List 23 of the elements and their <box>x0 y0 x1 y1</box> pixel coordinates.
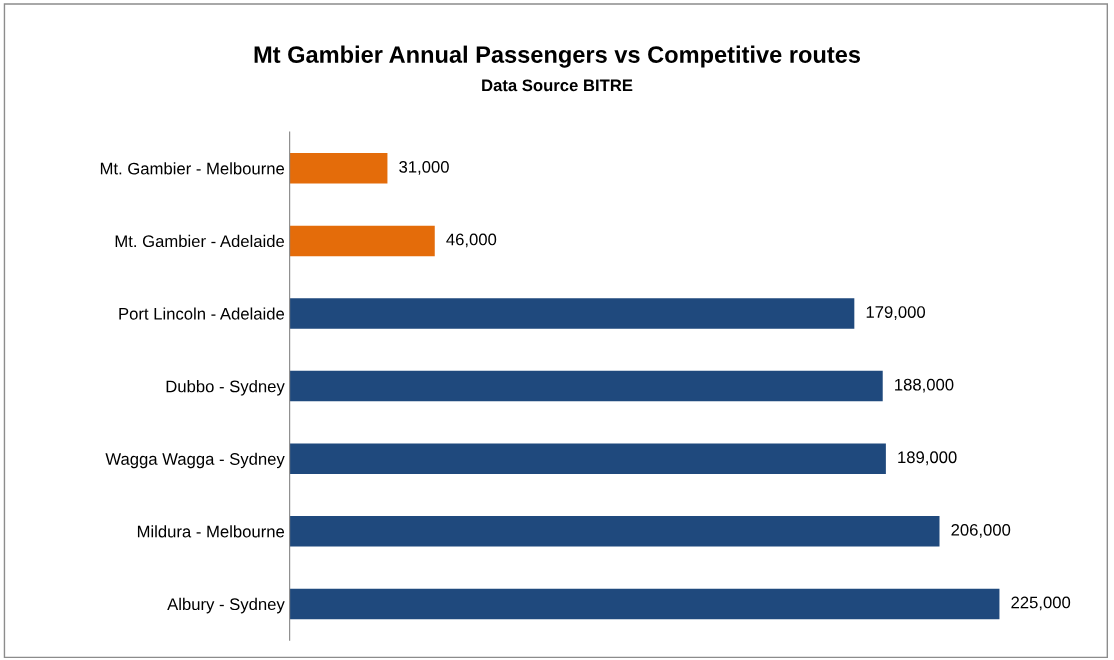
y-tick-label: Wagga Wagga - Sydney <box>105 452 285 469</box>
y-tick-label: Mt. Gambier - Adelaide <box>115 234 285 248</box>
chart-title: Mt Gambier Annual Passengers vs Competitive routes <box>254 45 861 68</box>
data-label: 188,000 <box>895 378 954 393</box>
y-tick-label: Mildura - Melbourne <box>137 525 285 538</box>
chart-subtitle: Data Source BITRE <box>482 79 633 92</box>
data-label: 179,000 <box>866 306 926 320</box>
y-tick-label: Dubbo - Sydney <box>166 380 285 396</box>
y-tick-label: Mt. Gambier - Melbourne <box>100 162 285 175</box>
bar <box>289 588 1000 620</box>
y-tick-label: Albury - Sydney <box>167 597 285 614</box>
data-label: 189,000 <box>898 451 957 466</box>
bar <box>289 225 435 257</box>
bar <box>289 516 940 547</box>
y-tick-label: Port Lincoln - Adelaide <box>119 307 285 320</box>
bar <box>289 153 388 184</box>
data-label: 46,000 <box>446 233 497 248</box>
bar <box>289 443 886 474</box>
bar <box>289 298 855 329</box>
data-label: 206,000 <box>951 523 1011 538</box>
bar <box>289 370 883 402</box>
data-label: 31,000 <box>399 160 449 175</box>
data-label: 225,000 <box>1011 596 1071 611</box>
